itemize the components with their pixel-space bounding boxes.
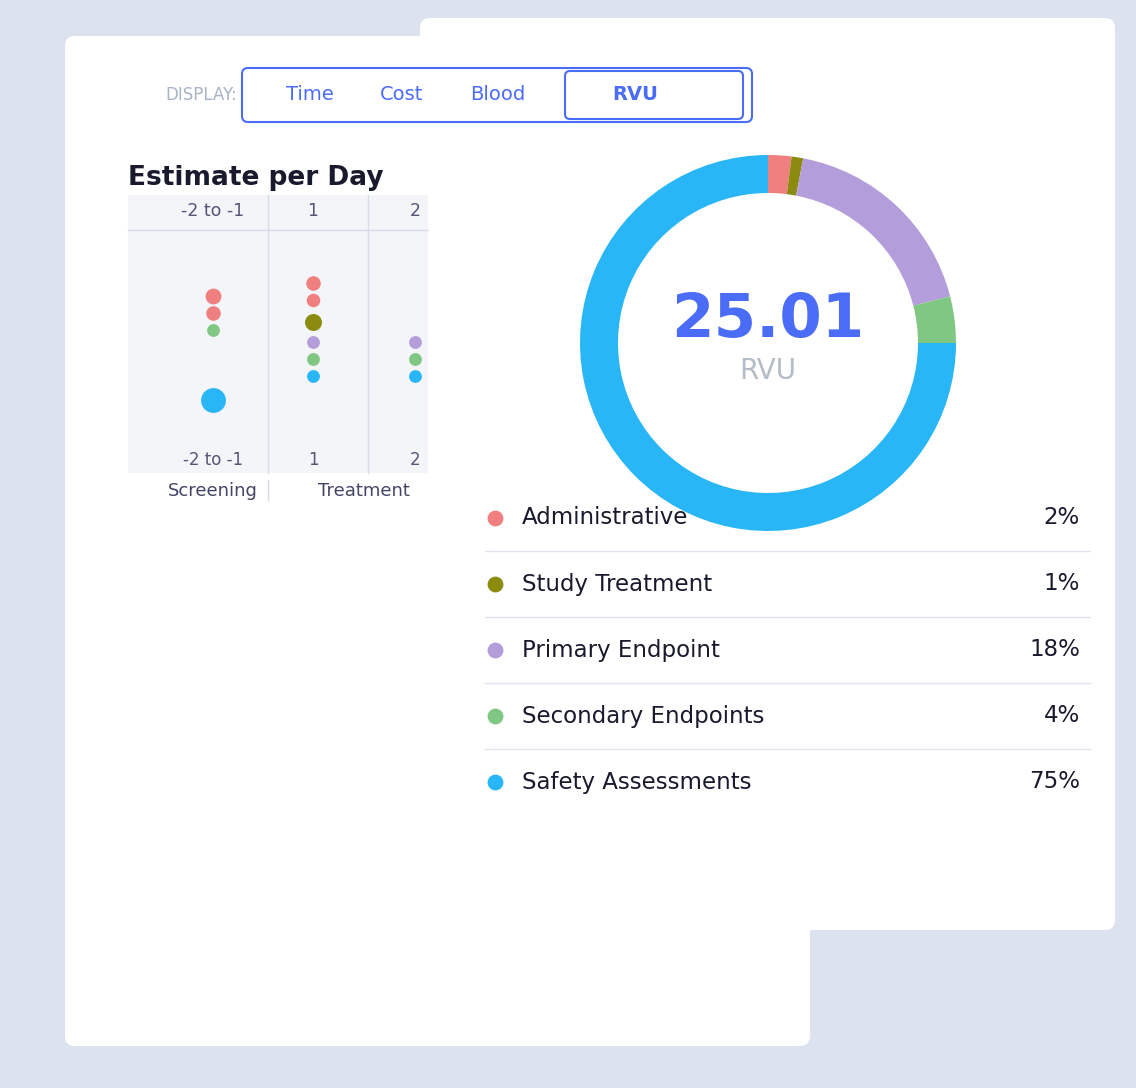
FancyBboxPatch shape	[65, 36, 810, 1046]
Text: 1: 1	[308, 202, 318, 220]
Text: Study Treatment: Study Treatment	[523, 572, 712, 595]
FancyBboxPatch shape	[242, 67, 752, 122]
Bar	[128, 195, 428, 473]
Wedge shape	[913, 296, 957, 343]
Wedge shape	[787, 157, 803, 196]
Text: RVU: RVU	[740, 357, 796, 385]
Text: Secondary Endpoints: Secondary Endpoints	[523, 705, 765, 728]
Text: DISPLAY:: DISPLAY:	[165, 86, 236, 104]
Text: -2 to -1: -2 to -1	[183, 452, 243, 469]
Point	[304, 333, 323, 350]
Text: 25.01: 25.01	[671, 292, 864, 350]
Wedge shape	[796, 159, 950, 306]
Text: Screening: Screening	[168, 482, 258, 500]
Text: -2 to -1: -2 to -1	[182, 202, 244, 220]
FancyBboxPatch shape	[420, 18, 1116, 930]
Point	[486, 576, 504, 593]
Text: Time: Time	[286, 86, 334, 104]
Wedge shape	[580, 154, 957, 531]
Text: Primary Endpoint: Primary Endpoint	[523, 639, 720, 662]
Text: 2: 2	[410, 452, 420, 469]
Point	[486, 509, 504, 527]
Text: 75%: 75%	[1029, 770, 1080, 793]
Text: Safety Assessments: Safety Assessments	[523, 770, 752, 793]
Point	[486, 774, 504, 791]
Text: 1: 1	[308, 452, 318, 469]
Point	[304, 367, 323, 384]
Point	[406, 333, 424, 350]
Point	[486, 707, 504, 725]
FancyBboxPatch shape	[565, 71, 743, 119]
Text: Blood: Blood	[470, 86, 526, 104]
Text: 2%: 2%	[1044, 507, 1080, 530]
Text: 4%: 4%	[1044, 705, 1080, 728]
Point	[406, 350, 424, 368]
Point	[304, 350, 323, 368]
Text: 18%: 18%	[1029, 639, 1080, 662]
Point	[204, 287, 223, 305]
Point	[304, 292, 323, 309]
Point	[486, 641, 504, 658]
Text: Treatment: Treatment	[318, 482, 410, 500]
Text: Administrative: Administrative	[523, 507, 688, 530]
Text: Estimate per Day: Estimate per Day	[128, 165, 384, 191]
Point	[304, 275, 323, 293]
Point	[204, 392, 223, 409]
Text: 1%: 1%	[1044, 572, 1080, 595]
Point	[304, 313, 323, 331]
Wedge shape	[768, 154, 792, 194]
Text: 2: 2	[409, 202, 420, 220]
Text: RVU: RVU	[612, 86, 658, 104]
Point	[406, 367, 424, 384]
Text: Cost: Cost	[381, 86, 424, 104]
Point	[204, 304, 223, 321]
Point	[204, 321, 223, 338]
